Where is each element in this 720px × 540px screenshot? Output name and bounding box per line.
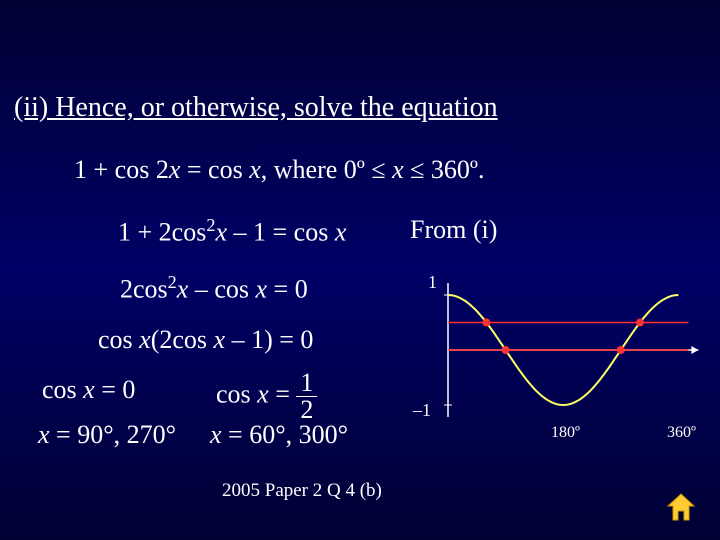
axis-label-minus-1: –1 [413,400,431,421]
t: 1 + [118,218,159,247]
eq-line-5a: cos x = 0 [42,375,135,405]
var-x: x [83,375,95,404]
var-x: x [177,275,189,304]
eq: = [269,379,297,408]
var-x: x [392,155,404,184]
t: – 1 [227,218,266,247]
var-x: x [249,155,261,184]
axis-label-1: 1 [428,272,437,293]
question-text: (ii) Hence, or otherwise, solve the equa… [14,92,498,124]
sq: 2 [168,272,177,292]
var-x: x [255,275,267,304]
t: = 0 [267,275,308,304]
axis-label-360: 360º [667,424,696,442]
annotation-from-i: From (i) [410,215,497,245]
t: cos [216,379,257,408]
t: – 1) = 0 [225,325,313,354]
home-icon [668,494,694,520]
var-x: x [210,420,222,449]
home-button[interactable] [664,492,698,522]
var-x: x [214,325,226,354]
eq-line-1: 1 + cos 2x = cos x, where 0º ≤ x ≤ 360º. [74,155,485,185]
eq-line-6b: x = 60°, 300° [210,420,348,450]
t: = cos [266,218,335,247]
t: = cos [180,155,249,184]
eq-line-5b: cos x = 12 [216,370,317,423]
t: = 90°, 270° [50,420,176,449]
footer-citation: 2005 Paper 2 Q 4 (b) [222,480,382,502]
t: 1 + cos 2 [74,155,169,184]
var-x: x [38,420,50,449]
t: = 60°, 300° [222,420,348,449]
var-x: x [215,218,227,247]
var-x: x [335,218,347,247]
t: ≤ 360º. [404,155,485,184]
t: cos [42,375,83,404]
eq-line-6a: x = 90°, 270° [38,420,176,450]
t: = 0 [95,375,136,404]
t: – cos [188,275,255,304]
fraction: 12 [296,370,317,423]
t: cos [98,325,139,354]
numerator: 1 [296,370,317,397]
t: (2cos [151,325,214,354]
cosine-chart [418,270,708,440]
eq-line-4: cos x(2cos x – 1) = 0 [98,325,313,355]
eq-line-3: 2cos2x – cos x = 0 [120,272,308,305]
var-x: x [139,325,151,354]
eq-line-2: 1 + 2cos2x – 1 = cos x [118,215,346,248]
var-x: x [257,379,269,408]
axis-label-180: 180º [551,424,580,442]
t: 2cos [120,275,168,304]
var-x: x [169,155,181,184]
t: 2cos [159,218,207,247]
t: , where 0º ≤ [261,155,392,184]
